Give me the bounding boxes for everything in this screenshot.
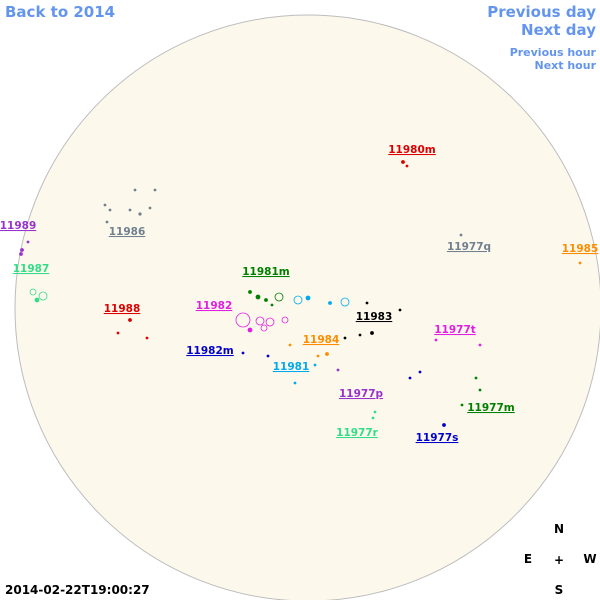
region-label[interactable]: 11977p	[339, 388, 384, 400]
region-label[interactable]: 11980m	[388, 144, 436, 156]
sunspot	[398, 308, 402, 312]
sunspot	[255, 316, 265, 326]
sunspot	[248, 290, 252, 294]
sunspot	[103, 203, 107, 207]
sunspot	[313, 363, 317, 367]
region-label[interactable]: 11977q	[447, 241, 491, 253]
compass-south: S	[555, 583, 564, 597]
compass-west: W	[583, 552, 596, 566]
sunspot	[316, 354, 320, 358]
sunspot	[34, 297, 40, 303]
sunspot	[265, 317, 275, 327]
sunspot	[266, 354, 270, 358]
region-label[interactable]: 11985	[562, 243, 599, 255]
region-label[interactable]: 11984	[303, 334, 340, 346]
region-label[interactable]: 11981m	[242, 266, 290, 278]
back-link[interactable]: Back to 2014	[5, 3, 115, 21]
compass-north: N	[554, 522, 564, 536]
sunspot	[459, 233, 463, 237]
region-label[interactable]: 11977t	[434, 324, 476, 336]
region-label[interactable]: 11977s	[416, 432, 459, 444]
sunspot	[478, 388, 482, 392]
sunspot	[474, 376, 478, 380]
sunspot	[371, 416, 375, 420]
region-label[interactable]: 11988	[104, 303, 141, 315]
sunspot	[108, 208, 112, 212]
timestamp: 2014-02-22T19:00:27	[5, 583, 150, 597]
sunspot	[26, 240, 30, 244]
sunspot	[405, 164, 409, 168]
region-label[interactable]: 11986	[109, 226, 146, 238]
sunspot	[29, 288, 37, 296]
region-label[interactable]: 11977r	[336, 427, 379, 439]
region-label[interactable]: 11977m	[467, 402, 515, 414]
sunspot	[255, 294, 261, 300]
previous-day-link[interactable]: Previous day	[487, 3, 596, 21]
sunspot	[365, 301, 369, 305]
sunspot	[20, 248, 24, 252]
sunspot	[418, 370, 422, 374]
sunspot	[358, 333, 362, 337]
region-label[interactable]: 11989	[0, 220, 36, 232]
sunspot	[128, 208, 132, 212]
sunspot	[293, 381, 297, 385]
sunspot	[264, 298, 268, 302]
sunspot	[105, 220, 109, 224]
next-hour-link[interactable]: Next hour	[535, 59, 597, 72]
sunspot	[442, 423, 446, 427]
sunspot	[235, 312, 251, 328]
sunspot	[325, 352, 329, 356]
sunspot	[153, 188, 157, 192]
sunspot	[260, 324, 268, 332]
region-label[interactable]: 11982m	[186, 345, 234, 357]
sunspot	[288, 343, 292, 347]
sunspot	[38, 291, 48, 301]
sunspot	[148, 206, 152, 210]
compass-east: E	[524, 552, 532, 566]
sunspot	[274, 292, 284, 302]
solar-disk	[14, 14, 600, 600]
compass-center: +	[554, 553, 564, 567]
sunspot	[128, 318, 132, 322]
sunspot	[133, 188, 137, 192]
sunspot	[401, 160, 405, 164]
sunspot	[281, 316, 289, 324]
region-label[interactable]: 11983	[356, 311, 393, 323]
sunspot	[478, 343, 482, 347]
sunspot	[293, 295, 303, 305]
sunspot	[408, 376, 412, 380]
sunspot	[116, 331, 120, 335]
sunspot	[343, 336, 347, 340]
sunspot	[305, 295, 311, 301]
sunspot	[370, 331, 374, 335]
sunspot	[460, 403, 464, 407]
sunspot	[578, 261, 582, 265]
sunspot	[145, 336, 149, 340]
sunspot	[340, 297, 350, 307]
sunspot	[336, 368, 340, 372]
sunspot	[241, 351, 245, 355]
region-label[interactable]: 11982	[196, 300, 233, 312]
region-label[interactable]: 11981	[273, 361, 310, 373]
sunspot	[434, 338, 438, 342]
sunspot	[247, 327, 253, 333]
sunspot	[328, 301, 332, 305]
sunspot	[138, 212, 142, 216]
sunspot	[373, 410, 377, 414]
sunspot	[270, 303, 274, 307]
previous-hour-link[interactable]: Previous hour	[510, 46, 597, 59]
next-day-link[interactable]: Next day	[521, 21, 596, 39]
sunspot	[19, 252, 23, 256]
region-label[interactable]: 11987	[13, 263, 50, 275]
